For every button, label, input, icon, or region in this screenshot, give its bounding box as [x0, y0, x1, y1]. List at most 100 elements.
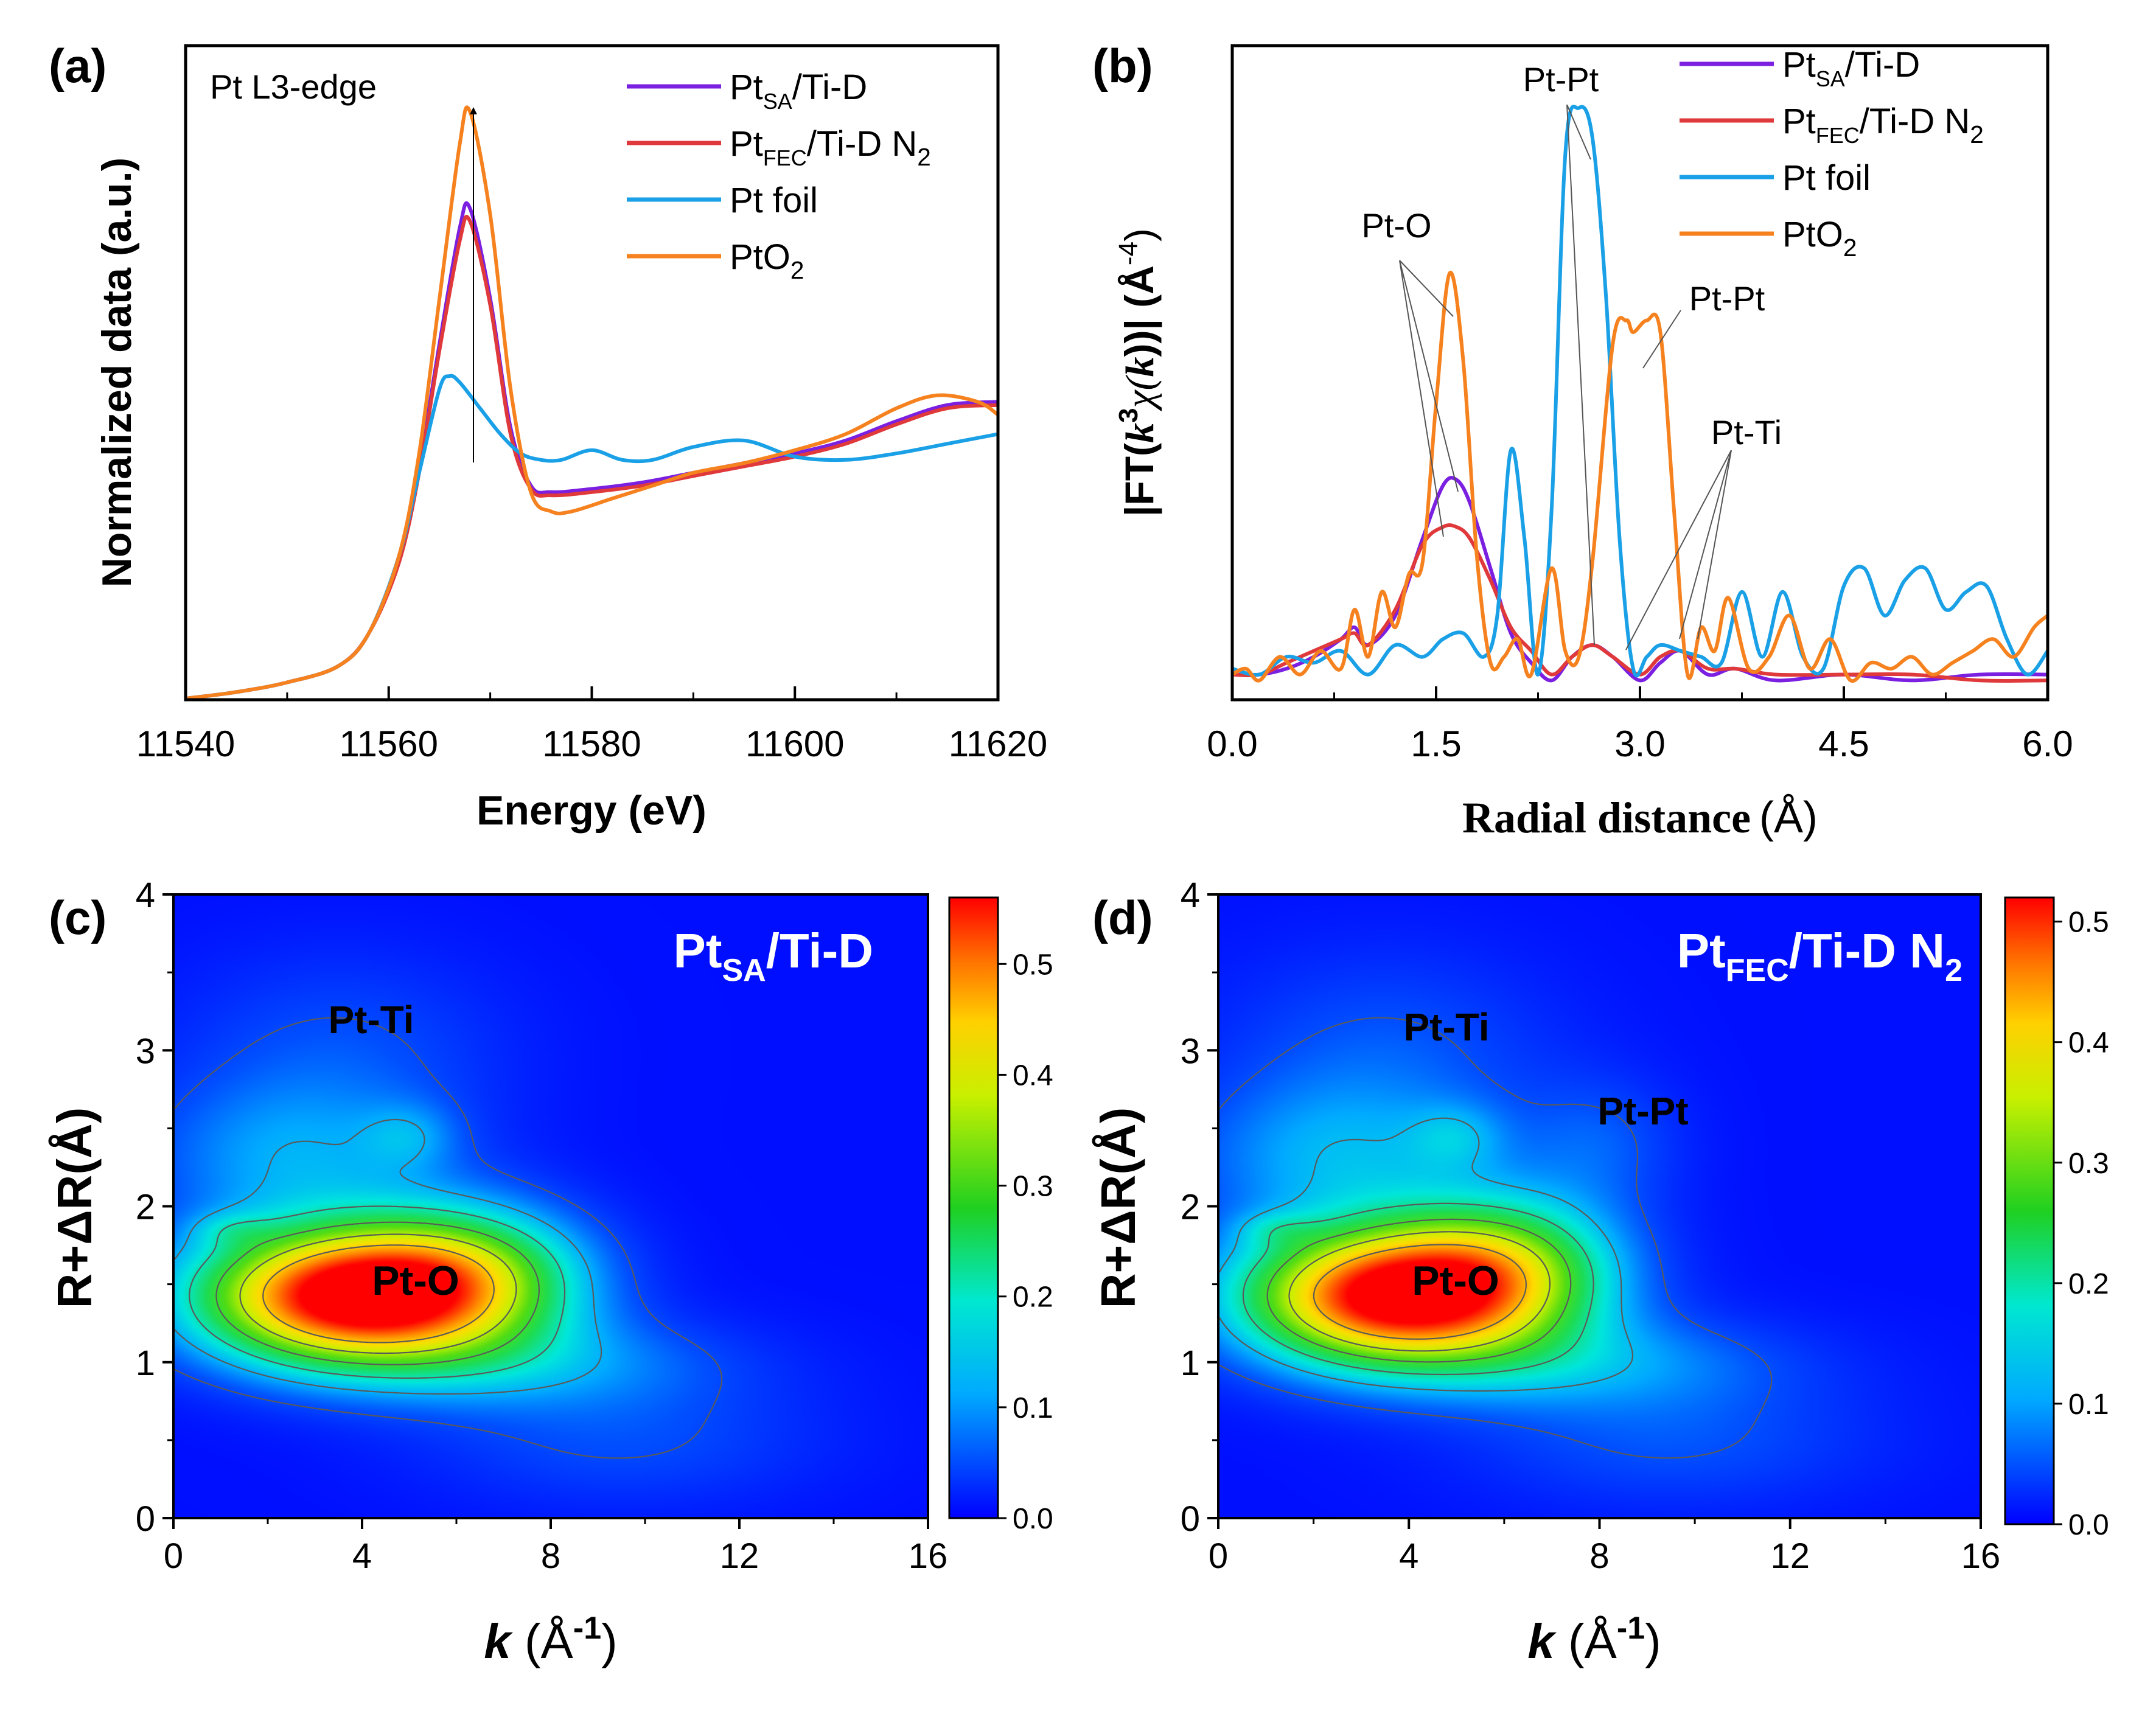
colorbar-tick-label: 0.4: [2068, 1027, 2109, 1059]
panel-a-tag: (a): [49, 39, 106, 92]
panel-b-ylabel: |FT(k3χ(k))| (Å-4): [1114, 228, 1163, 517]
x-tick-label: 4.5: [1818, 723, 1869, 764]
legend-main: PtO: [1782, 215, 1843, 254]
panel-d-contours: [1218, 1017, 1773, 1459]
panel-d-title: PtFEC/Ti-D N2: [1677, 924, 1962, 988]
panel-c-title-sub: SA: [722, 953, 766, 988]
panel-c-xlabel-end: ): [601, 1614, 618, 1668]
panel-a-ylabel: Normalized data (a.u.): [94, 158, 140, 588]
legend-label: PtFEC/Ti-D N2: [1782, 102, 1984, 148]
pt-pt-1-pointer-2: [1566, 104, 1595, 646]
ylabel-pre: |FT(: [1117, 443, 1163, 517]
panel-c-colorbar-ticks: 0.0 0.1 0.2 0.3 0.4 0.5: [998, 949, 1053, 1535]
pt-o-pointer-1: [1399, 260, 1454, 317]
colorbar-tick-label: 0.3: [2068, 1148, 2109, 1180]
panel-b-label-pt-pt-2: Pt-Pt: [1689, 279, 1765, 318]
panel-b-series: [1232, 105, 2048, 683]
panel-c-heatmap: [173, 894, 928, 1518]
pt-pt-1-pointer-1: [1566, 104, 1591, 160]
x-tick-label: 4: [352, 1536, 372, 1576]
panel-a-annotation: Pt L3-edge: [210, 68, 377, 106]
panel-d-label-pt-o: Pt-O: [1412, 1258, 1499, 1304]
y-tick-label: 0: [136, 1499, 155, 1539]
legend-rest: /Ti-D: [792, 68, 867, 107]
legend-sub: SA: [763, 89, 792, 114]
colorbar-tick-label: 0.0: [2068, 1509, 2109, 1541]
contour-line: [174, 1118, 602, 1395]
panel-d-tag: (d): [1092, 891, 1153, 944]
panel-b-x-axis: 0.0 1.5 3.0 4.5 6.0: [1207, 686, 2073, 764]
colorbar-tick-label: 0.1: [1013, 1392, 1053, 1424]
panel-d-title-sub2: 2: [1945, 953, 1962, 988]
panel-c-ylabel: R+ΔR(Å): [47, 1107, 102, 1309]
panel-c-xlabel-unit: (Å: [511, 1614, 574, 1668]
ylabel-sup3: 3: [1114, 408, 1143, 422]
legend-main: Pt: [730, 68, 763, 107]
pt-pt-2-pointer: [1642, 310, 1681, 369]
pt-ti-pointer-3: [1697, 450, 1732, 639]
legend-main: PtO: [730, 237, 790, 277]
y-tick-label: 3: [1181, 1031, 1200, 1071]
ylabel-end: ): [1117, 228, 1162, 242]
panel-b-label-pt-o: Pt-O: [1361, 206, 1431, 245]
legend-label: PtSA/Ti-D: [1782, 45, 1920, 91]
panel-b-label-pt-ti: Pt-Ti: [1711, 413, 1782, 451]
legend-sub2: 2: [917, 143, 931, 171]
legend-main: Pt foil: [730, 181, 818, 220]
x-tick-label: 11560: [340, 723, 438, 764]
legend-rest: /Ti-D: [1845, 45, 1920, 85]
colorbar-tick-label: 0.2: [2068, 1268, 2109, 1300]
panel-b-xlabel-main: Radial distance: [1462, 793, 1751, 842]
ylabel-k: k: [1118, 423, 1162, 443]
contour-line: [174, 1017, 723, 1459]
panel-d-title-main: Pt: [1677, 924, 1726, 978]
x-tick-label: 16: [909, 1536, 948, 1576]
panel-d-title-sub: FEC: [1726, 953, 1789, 988]
x-tick-label: 6.0: [2022, 723, 2073, 764]
panel-b-xlabel-unit: (Å): [1759, 793, 1818, 842]
panel-c-label-pt-ti: Pt-Ti: [328, 998, 414, 1042]
panel-d-xlabel: k (Å-1): [1527, 1611, 1661, 1668]
x-tick-label: 8: [1589, 1536, 1609, 1576]
legend-sub: 2: [790, 256, 804, 284]
panel-c-title-rest: /Ti-D: [766, 924, 873, 978]
ylabel-chi: χ(: [1118, 374, 1162, 411]
legend-sub: 2: [1843, 234, 1857, 262]
panel-a-x-axis: 11540 11560 11580 11600 11620: [136, 686, 1047, 764]
legend-label: PtSA/Ti-D: [730, 68, 867, 114]
panel-c-xlabel-k: k: [484, 1614, 513, 1668]
panel-d-colorbar: [2004, 896, 2055, 1525]
y-tick-label: 4: [136, 876, 155, 915]
legend-label: Pt foil: [730, 181, 818, 220]
contour-line: [1313, 1244, 1527, 1340]
panel-c-label-pt-o: Pt-O: [372, 1258, 459, 1304]
contour-line: [1218, 1117, 1634, 1392]
panel-c-xlabel-sup: -1: [573, 1611, 601, 1646]
legend-rest: /Ti-D N: [807, 124, 917, 164]
pt-ti-pointer-2: [1679, 450, 1732, 639]
series-line-pt_sa: [1232, 476, 2048, 683]
panel-c-contours: [174, 1017, 723, 1459]
panel-d-label-pt-pt: Pt-Pt: [1597, 1089, 1688, 1133]
contour-line: [1266, 1218, 1572, 1363]
colorbar-tick-label: 0.3: [1013, 1171, 1053, 1203]
legend-sub: FEC: [763, 145, 807, 170]
panel-c-title-main: Pt: [673, 924, 722, 978]
series-line-pto2: [186, 105, 998, 700]
panel-d-xlabel-k: k: [1527, 1614, 1557, 1668]
x-tick-label: 16: [1961, 1536, 2001, 1576]
y-tick-label: 1: [1181, 1343, 1200, 1383]
legend-main: Pt foil: [1782, 158, 1871, 198]
panel-c-colorbar: [948, 896, 999, 1519]
x-tick-label: 1.5: [1411, 723, 1461, 764]
panel-d-colorbar-ticks: 0.0 0.1 0.2 0.3 0.4 0.5: [2054, 907, 2109, 1541]
colorbar-tick-label: 0.2: [1013, 1281, 1053, 1314]
colorbar-tick-label: 0.5: [1013, 949, 1053, 981]
panel-b: (b) 0.0 1.5 3.0 4.5 6.0 Pt-O Pt-Pt Pt-Pt Pt-…: [1092, 39, 2073, 842]
y-tick-label: 2: [1181, 1188, 1200, 1227]
legend-sub2: 2: [1970, 120, 1984, 148]
